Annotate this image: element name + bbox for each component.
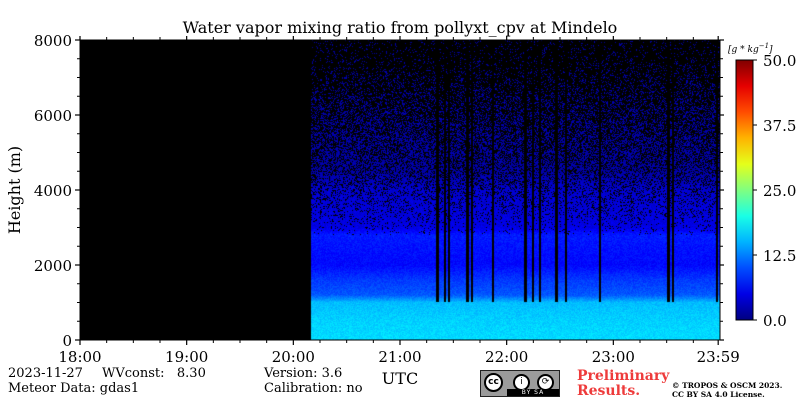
colorbar-unit: [g * kg−1] [728,42,773,55]
x-axis-label: UTC [382,369,418,388]
wvconst-label: WVconst: 8.30 [102,366,206,381]
cc-license-badge: cc i ⟳ BY SA [480,370,560,397]
preliminary-results-label: Preliminary Results. [577,368,670,399]
y-tick-label: 2000 [34,257,72,275]
colorbar-tick-label: 37.5 [763,117,796,135]
meteor-data-label: Meteor Data: gdas1 [8,381,140,396]
colorbar: [g * kg−1] 0.0 12.5 25.0 37.5 50.0 [728,42,796,330]
y-axis: 0 2000 4000 6000 8000 [34,32,724,350]
x-axis: 18:00 19:00 20:00 21:00 22:00 23:00 23:59 [58,36,740,366]
chart-title: Water vapor mixing ratio from pollyxt_cp… [183,18,618,37]
colorbar-tick-label: 12.5 [763,247,796,265]
x-tick-label: 21:00 [378,348,421,366]
heatmap-image [80,40,720,340]
x-tick-label: 22:00 [485,348,528,366]
x-tick-label: 18:00 [58,348,101,366]
calibration-label: Calibration: no [264,381,363,396]
y-tick-label: 6000 [34,107,72,125]
cc-icon: cc [484,373,503,392]
y-tick-label: 0 [62,332,72,350]
y-axis-label: Height (m) [5,146,24,234]
x-tick-label: 23:59 [697,348,740,366]
x-tick-label: 19:00 [165,348,208,366]
colorbar-tick-label: 0.0 [763,312,787,330]
x-tick-label: 23:00 [592,348,635,366]
y-tick-label: 8000 [34,32,72,50]
version-label: Version: 3.6 [264,366,343,381]
colorbar-tick-label: 25.0 [763,182,796,200]
colorbar-gradient [735,59,754,321]
x-tick-label: 20:00 [272,348,315,366]
colorbar-ticks: 0.0 12.5 25.0 37.5 50.0 [753,52,796,330]
plot-area [79,39,721,341]
y-tick-label: 4000 [34,182,72,200]
cc-license-strip: BY SA [507,389,559,396]
colorbar-tick-label: 50.0 [763,52,796,70]
copyright-notice: © TROPOS & OSCM 2023. CC BY SA 4.0 Licen… [672,381,783,399]
date-label: 2023-11-27 [8,366,83,381]
